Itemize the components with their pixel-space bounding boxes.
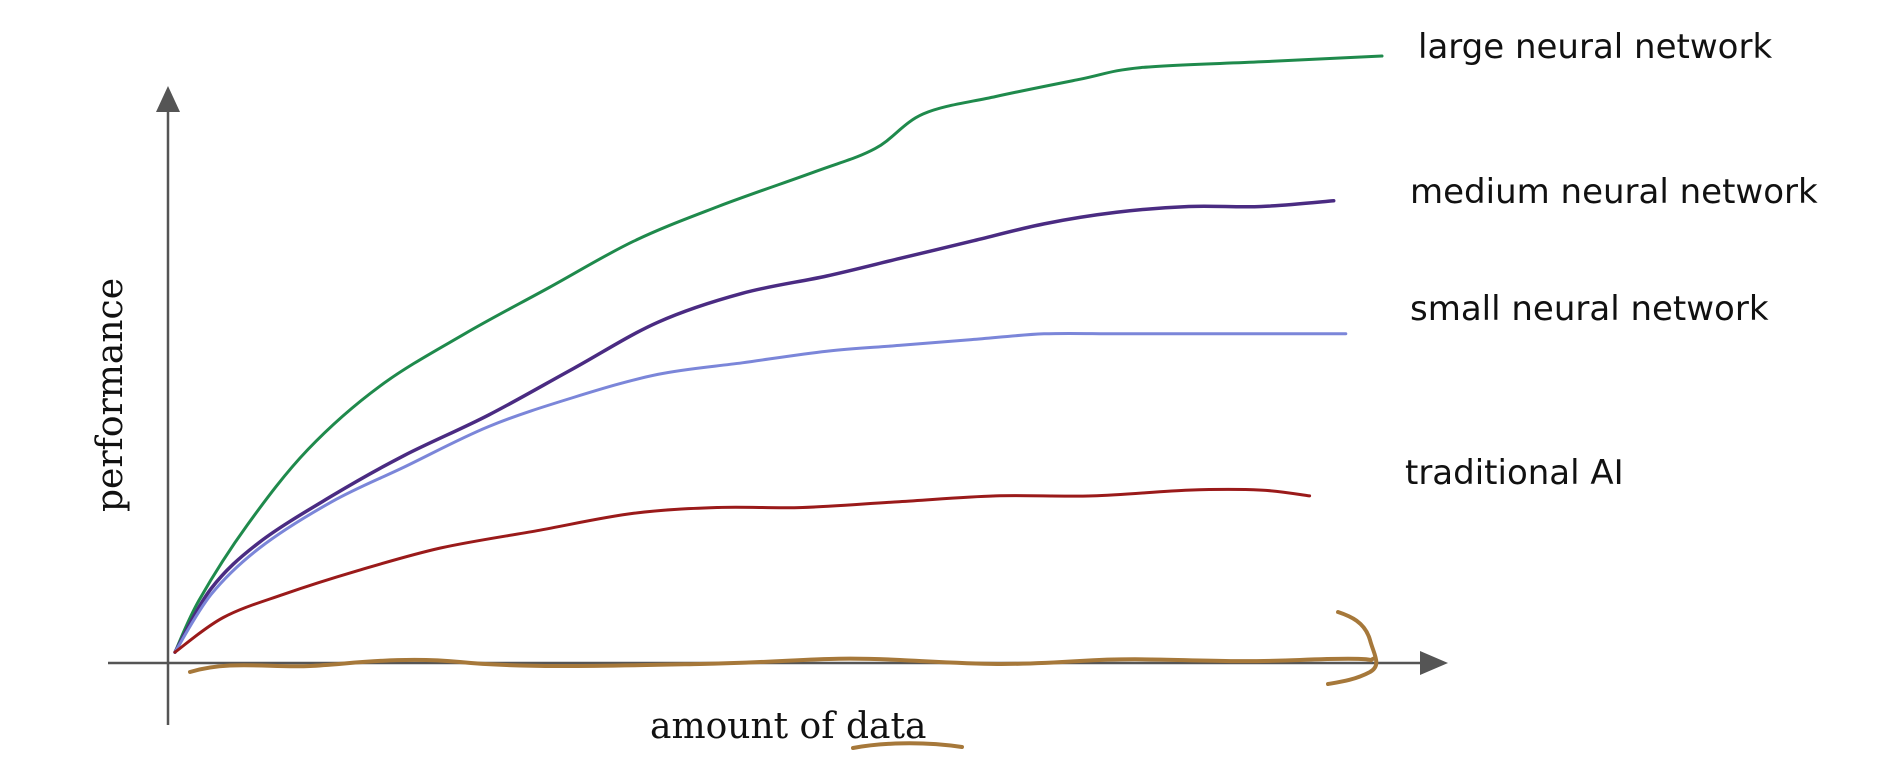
series-layer bbox=[173, 54, 1384, 654]
x-axis-label: amount of data bbox=[650, 706, 926, 747]
axes bbox=[108, 86, 1448, 725]
x-axis-arrowhead bbox=[1420, 651, 1448, 675]
handdrawn-x-arrowhead bbox=[1326, 610, 1379, 686]
series-line-large-neural-network bbox=[173, 54, 1384, 654]
y-axis-label: performance bbox=[90, 278, 131, 512]
series-line-traditional-ai bbox=[173, 487, 1312, 654]
series-line-medium-neural-network bbox=[173, 198, 1336, 654]
y-axis-arrowhead bbox=[156, 86, 180, 112]
handdrawn-underline-data bbox=[851, 741, 964, 750]
series-label-small-neural-network: small neural network bbox=[1410, 289, 1769, 329]
series-line-small-neural-network bbox=[173, 331, 1348, 654]
series-labels: large neural network medium neural netwo… bbox=[1405, 27, 1818, 493]
handdrawn-annotations bbox=[188, 610, 1379, 750]
series-label-medium-neural-network: medium neural network bbox=[1410, 172, 1818, 212]
series-label-traditional-ai: traditional AI bbox=[1405, 453, 1624, 493]
handdrawn-x-arrow bbox=[188, 656, 1377, 674]
series-label-large-neural-network: large neural network bbox=[1418, 27, 1772, 67]
